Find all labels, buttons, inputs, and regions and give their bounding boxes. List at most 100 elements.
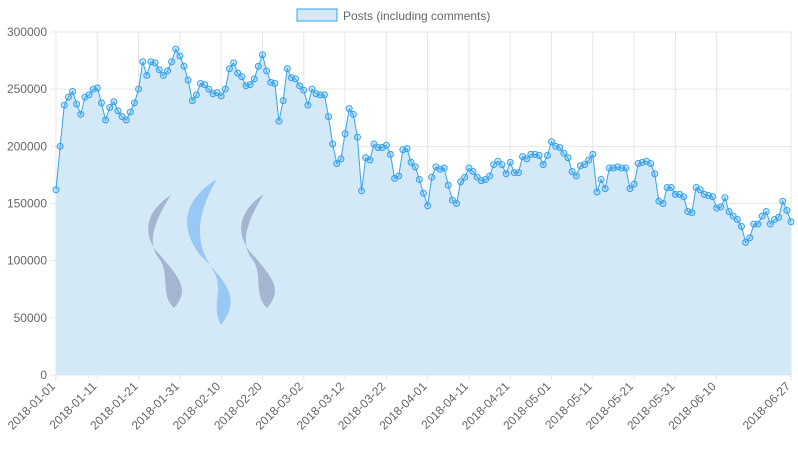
data-point[interactable] xyxy=(597,175,605,183)
data-point[interactable] xyxy=(159,71,167,79)
data-point[interactable] xyxy=(341,130,349,138)
data-point[interactable] xyxy=(461,173,469,181)
data-point[interactable] xyxy=(69,87,77,95)
data-point[interactable] xyxy=(126,108,134,116)
data-point[interactable] xyxy=(407,158,415,166)
data-point[interactable] xyxy=(176,52,184,60)
data-point[interactable] xyxy=(201,81,209,89)
data-point[interactable] xyxy=(110,98,118,106)
data-point[interactable] xyxy=(135,85,143,93)
data-point[interactable] xyxy=(304,101,312,109)
data-point[interactable] xyxy=(742,238,750,246)
data-point[interactable] xyxy=(184,76,192,84)
data-point[interactable] xyxy=(453,200,461,207)
data-point[interactable] xyxy=(93,84,101,92)
data-point[interactable] xyxy=(539,161,547,169)
data-point[interactable] xyxy=(221,85,229,93)
data-point[interactable] xyxy=(333,159,341,167)
data-point[interactable] xyxy=(647,159,655,167)
data-point[interactable] xyxy=(787,218,795,226)
data-point[interactable] xyxy=(779,197,787,205)
data-point[interactable] xyxy=(424,202,432,210)
data-point[interactable] xyxy=(775,213,783,221)
data-point[interactable] xyxy=(263,67,271,75)
data-point[interactable] xyxy=(143,71,151,79)
data-point[interactable] xyxy=(758,212,766,220)
data-point[interactable] xyxy=(52,186,60,194)
data-point[interactable] xyxy=(593,188,601,196)
data-point[interactable] xyxy=(114,107,122,115)
data-point[interactable] xyxy=(283,65,291,73)
data-point[interactable] xyxy=(651,170,659,178)
data-point[interactable] xyxy=(230,59,238,67)
data-point[interactable] xyxy=(308,85,316,93)
data-point[interactable] xyxy=(762,208,770,215)
data-point[interactable] xyxy=(523,155,531,163)
data-point[interactable] xyxy=(106,103,114,111)
data-point[interactable] xyxy=(246,81,254,89)
data-point[interactable] xyxy=(337,155,345,163)
data-point[interactable] xyxy=(225,65,233,73)
data-point[interactable] xyxy=(514,169,522,177)
data-point[interactable] xyxy=(386,150,394,158)
data-point[interactable] xyxy=(535,151,543,159)
data-point[interactable] xyxy=(353,133,361,141)
data-point[interactable] xyxy=(733,216,741,224)
data-point[interactable] xyxy=(192,91,200,99)
data-point[interactable] xyxy=(403,145,411,153)
data-point[interactable] xyxy=(659,200,667,207)
data-point[interactable] xyxy=(122,116,130,124)
legend[interactable]: Posts (including comments) xyxy=(296,8,490,23)
data-point[interactable] xyxy=(746,234,754,242)
data-point[interactable] xyxy=(139,58,147,66)
data-point[interactable] xyxy=(486,172,494,180)
data-point[interactable] xyxy=(168,58,176,66)
data-point[interactable] xyxy=(172,45,180,53)
data-point[interactable] xyxy=(345,105,353,113)
data-point[interactable] xyxy=(60,101,68,109)
data-point[interactable] xyxy=(543,151,551,159)
data-point[interactable] xyxy=(680,193,688,201)
data-point[interactable] xyxy=(601,185,609,193)
data-point[interactable] xyxy=(783,206,791,214)
data-point[interactable] xyxy=(754,220,762,228)
data-point[interactable] xyxy=(238,73,246,81)
data-point[interactable] xyxy=(556,143,564,151)
data-point[interactable] xyxy=(97,99,105,107)
data-point[interactable] xyxy=(188,97,196,105)
data-point[interactable] xyxy=(358,187,366,195)
data-point[interactable] xyxy=(205,85,213,93)
data-point[interactable] xyxy=(630,180,638,188)
data-point[interactable] xyxy=(709,193,717,201)
data-point[interactable] xyxy=(564,154,572,162)
data-point[interactable] xyxy=(155,66,163,74)
data-point[interactable] xyxy=(163,67,171,75)
data-point[interactable] xyxy=(296,82,304,90)
data-point[interactable] xyxy=(622,164,630,172)
data-point[interactable] xyxy=(717,203,725,211)
data-point[interactable] xyxy=(766,220,774,228)
data-point[interactable] xyxy=(85,91,93,99)
data-point[interactable] xyxy=(502,170,510,178)
data-point[interactable] xyxy=(250,75,258,83)
data-point[interactable] xyxy=(325,113,333,121)
data-point[interactable] xyxy=(382,141,390,149)
data-point[interactable] xyxy=(506,158,514,166)
data-point[interactable] xyxy=(291,75,299,83)
data-point[interactable] xyxy=(300,86,308,94)
data-point[interactable] xyxy=(415,175,423,183)
data-point[interactable] xyxy=(151,59,159,67)
data-point[interactable] xyxy=(271,79,279,87)
data-point[interactable] xyxy=(688,209,696,217)
data-point[interactable] xyxy=(217,92,225,100)
data-point[interactable] xyxy=(180,62,188,70)
data-point[interactable] xyxy=(366,156,374,164)
legend-swatch[interactable] xyxy=(296,8,338,22)
data-point[interactable] xyxy=(395,172,403,180)
data-point[interactable] xyxy=(737,222,745,230)
data-point[interactable] xyxy=(77,110,85,118)
data-point[interactable] xyxy=(725,208,733,215)
data-point[interactable] xyxy=(320,91,328,99)
data-point[interactable] xyxy=(696,186,704,194)
data-point[interactable] xyxy=(444,181,452,189)
